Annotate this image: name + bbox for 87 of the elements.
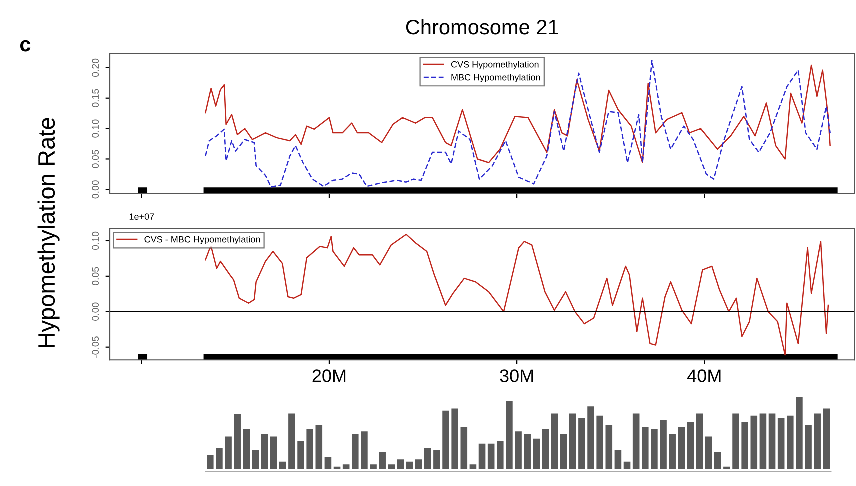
bar: [361, 432, 368, 469]
bar: [606, 425, 613, 469]
bar: [624, 462, 631, 469]
bar: [760, 414, 767, 469]
bar: [316, 425, 323, 469]
bar: [786, 416, 794, 469]
bar: [660, 420, 667, 469]
bar: [434, 450, 440, 469]
bar: [379, 452, 386, 469]
y-tick-label: 0.00: [92, 180, 100, 199]
bar: [470, 464, 477, 469]
bar: [497, 441, 504, 469]
bar: [460, 427, 468, 469]
bar: [261, 434, 268, 469]
bar: [651, 430, 658, 469]
x-tick-label: 40M: [688, 370, 721, 382]
bar: [588, 406, 594, 469]
bar: [216, 448, 223, 469]
bar: [570, 414, 576, 469]
bar: [551, 414, 558, 469]
bar: [732, 414, 740, 469]
bar: [714, 452, 722, 469]
bar: [488, 444, 495, 469]
bar: [642, 427, 649, 469]
x-tick-label: 30M: [500, 370, 534, 382]
bar: [234, 414, 241, 469]
bar: [225, 436, 232, 469]
legend-label: MBC Hypomethylation: [452, 74, 540, 83]
bar: [805, 425, 812, 469]
bar: [696, 414, 704, 469]
bar: [750, 416, 758, 469]
bar: [415, 460, 422, 469]
bar: [207, 455, 214, 469]
text: 1e+07: [130, 214, 154, 220]
bar: [424, 448, 432, 469]
y-tick-label: 0.05: [92, 150, 100, 168]
legend-label: CVS Hypomethylation: [451, 61, 539, 70]
bar: [742, 422, 748, 469]
bar: [632, 414, 640, 469]
bar: [406, 462, 414, 469]
chart-title: Chromosome 21: [406, 19, 558, 35]
bar: [778, 418, 785, 469]
bar: [452, 408, 458, 469]
y-tick-label: 0.10: [92, 120, 100, 138]
bar: [252, 450, 260, 469]
bar: [560, 434, 568, 469]
bar: [298, 441, 304, 469]
bar: [243, 430, 250, 469]
y-tick-label: 0.00: [92, 302, 100, 321]
line-series: [205, 60, 831, 188]
bar: [506, 402, 513, 469]
bar: [705, 436, 712, 469]
bar: [796, 397, 803, 469]
bar: [768, 414, 776, 469]
bar: [596, 416, 604, 469]
bar: [388, 464, 396, 469]
bar: [578, 418, 586, 469]
bar: [524, 434, 531, 469]
bar: [678, 427, 686, 469]
bar: [288, 414, 296, 469]
bar: [342, 464, 350, 469]
bar: [442, 410, 450, 469]
x-tick-label: 20M: [312, 370, 346, 382]
bar: [823, 408, 830, 469]
bar: [270, 436, 278, 469]
bar: [397, 460, 404, 469]
bar: [478, 444, 486, 469]
bar: [533, 438, 540, 469]
bar: [669, 434, 676, 469]
bar: [352, 434, 359, 469]
bar: [324, 458, 332, 469]
bar: [370, 464, 377, 469]
y-tick-label: -0.05: [92, 336, 100, 358]
legend-label: CVS - MBC Hypomethylation: [144, 236, 260, 245]
bar: [614, 450, 622, 469]
y-tick-label: 0.20: [92, 58, 100, 78]
y-tick-label: 0.15: [92, 89, 100, 108]
bar: [306, 430, 314, 469]
bar: [687, 422, 694, 469]
y-axis-title: Hypomethylation Rate: [38, 118, 60, 348]
bar: [280, 462, 286, 469]
bar: [814, 414, 821, 469]
bar: [542, 430, 550, 469]
bar: [515, 432, 522, 469]
text: c: [20, 40, 31, 52]
y-tick-label: 0.10: [92, 232, 100, 250]
y-tick-label: 0.05: [92, 267, 100, 286]
